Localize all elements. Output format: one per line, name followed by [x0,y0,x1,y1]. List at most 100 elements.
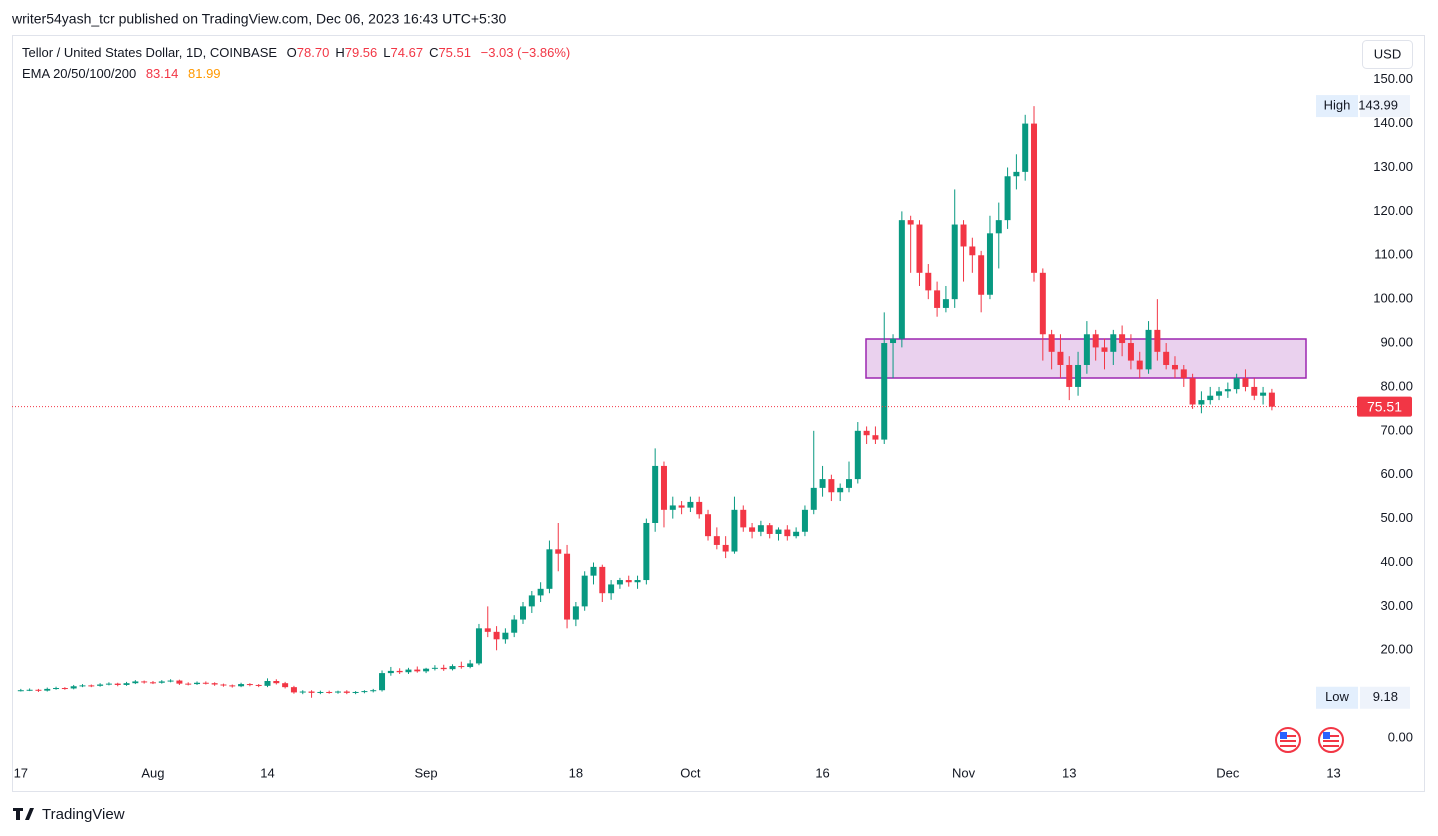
candle-body [1004,176,1011,221]
candle-body [1083,334,1090,365]
candle-body [1048,334,1055,352]
candle-body [229,685,236,687]
candle-body [660,465,667,510]
candle-body [361,691,368,693]
candle-body [1145,329,1152,370]
event-icon[interactable] [1318,727,1344,753]
candle-body [881,343,888,440]
y-tick-label: 100.00 [1373,291,1413,306]
candle-body [1233,378,1240,390]
candle-body [343,691,350,693]
candle-body [61,688,68,690]
candle-body [1066,364,1073,387]
candle-body [528,595,535,607]
low-value-label: 9.18 [1373,689,1398,704]
candle-body [872,435,879,440]
symbol: Tellor / United States Dollar, 1D, COINB… [22,45,277,60]
candle-body [599,566,606,594]
candle-body [1101,347,1108,352]
y-tick-label: 30.00 [1380,598,1413,613]
candle-body [352,691,359,693]
candle-body [555,549,562,554]
y-tick-label: 130.00 [1373,159,1413,174]
candle-body [678,505,685,508]
ema-value: 81.99 [188,66,221,81]
candle-body [220,684,227,686]
candle-body [731,509,738,552]
y-tick-label: 110.00 [1374,247,1413,262]
candle-body [149,682,156,684]
last-price-label: 75.51 [1367,398,1402,414]
candle-body [17,690,24,692]
candle-body [634,580,641,583]
candle-body [1260,392,1267,396]
legend-key: H [335,45,344,60]
y-tick-label: 0.00 [1388,729,1413,744]
low-marker-box [1316,686,1358,709]
candle-body [845,479,852,488]
footer-brand: TradingView [42,806,125,823]
candle-body [995,220,1002,234]
candle-body [431,667,438,669]
candle-body [564,553,571,620]
candle-body [440,667,447,670]
candle-body [1154,329,1161,352]
candle-body [1189,378,1196,405]
candle-body [898,220,905,339]
candle-body [1013,171,1020,177]
currency-button[interactable] [1362,40,1413,69]
legend-fields: O78.70 H79.56 L74.67 C75.51 [287,45,471,60]
legend-value: 75.51 [438,45,471,60]
legend-key: C [429,45,438,60]
candle-body [467,663,474,667]
candle-body [837,487,844,493]
currency-label[interactable]: USD [1374,46,1401,61]
candle-body [986,233,993,295]
candle-body [854,430,861,480]
candle-body [907,220,914,225]
candle-body [449,666,456,670]
candle-body [246,684,253,686]
y-tick-label: 60.00 [1380,466,1413,481]
candle-body [396,670,403,673]
candle-body [379,673,386,691]
candle-body [387,670,394,674]
candle-body [890,338,897,344]
candle-body [546,549,553,589]
candle-body [185,683,192,685]
candle-body [484,628,491,632]
ema-value: 83.14 [146,66,179,81]
candle-body [775,529,782,534]
event-icon[interactable] [1275,727,1301,753]
candle-body [749,527,756,532]
x-tick-label: Dec [1216,765,1240,780]
x-tick-label: 14 [260,765,274,780]
candle-body [475,628,482,664]
chart-frame [12,35,1425,792]
x-tick-label: Oct [680,765,701,780]
candle-body [458,666,465,668]
candle-body [1207,395,1214,401]
candle-body [79,685,86,687]
candle-body [1022,123,1029,172]
y-tick-label: 80.00 [1380,378,1413,393]
candle-body [405,669,412,673]
candle-body [370,690,377,692]
candle-body [951,224,958,300]
candle-body [1251,386,1258,396]
candle-body [934,290,941,308]
candle-body [616,580,623,585]
candle-body [722,544,729,552]
legend-key: O [287,45,297,60]
last-price-tag [1357,396,1412,417]
ohlc-legend: Tellor / United States Dollar, 1D, COINB… [22,45,570,60]
candle-body [1075,364,1082,387]
candle-body [713,536,720,545]
candle-body [925,272,932,291]
candle-body [53,688,60,690]
candle-body [652,465,659,523]
change: −3.03 (−3.86%) [481,45,571,60]
candle-body [819,479,826,488]
candle-body [608,584,615,594]
